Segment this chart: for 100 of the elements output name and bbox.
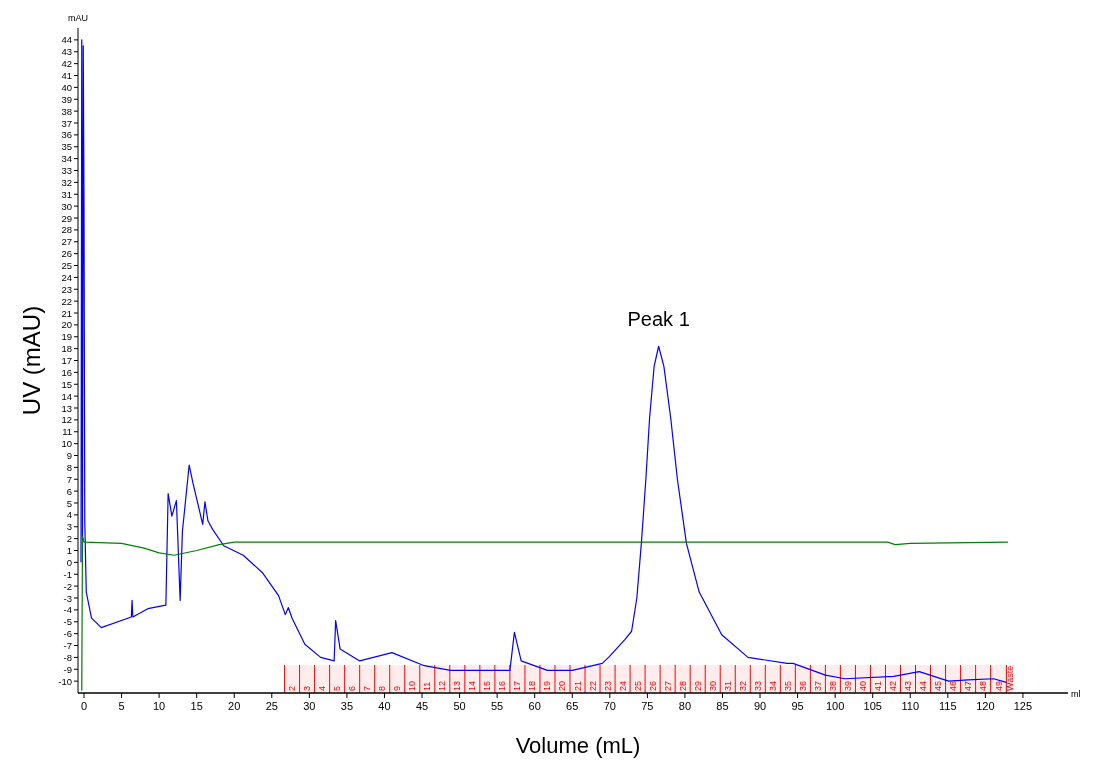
band-label: 24 (617, 680, 628, 691)
x-tick-label: 35 (340, 700, 354, 712)
x-tick-label: 85 (716, 700, 729, 712)
y-tick-label: 14 (61, 390, 72, 402)
y-tick-label: 21 (61, 307, 72, 319)
band-label: 13 (452, 680, 463, 691)
x-tick-label: 5 (118, 700, 125, 712)
x-tick-label: 25 (265, 700, 278, 712)
y-tick-label: 8 (66, 461, 72, 473)
y-tick-label: 22 (61, 295, 72, 307)
band-label: 36 (797, 680, 808, 691)
x-tick-label: 60 (528, 700, 541, 712)
y-tick-label: 33 (61, 165, 72, 176)
x-axis-title: Volume (mL) (515, 733, 641, 758)
band-label: 33 (752, 680, 763, 691)
band-label: Waste (1005, 665, 1016, 691)
y-tick-label: -3 (63, 592, 72, 604)
band-label: 38 (827, 680, 838, 691)
band-label: 8 (377, 685, 388, 691)
y-tick-label: 41 (61, 70, 72, 81)
band-label: 41 (872, 680, 883, 691)
y-tick-label: 19 (61, 331, 72, 343)
y-tick-label: -8 (63, 651, 72, 663)
band-label: 27 (662, 680, 673, 691)
x-tick-label: 0 (80, 700, 88, 712)
band-label: 10 (407, 680, 418, 691)
x-tick-label: 65 (566, 700, 579, 712)
y-tick-label: 30 (61, 200, 72, 212)
y-tick-label: -9 (63, 663, 72, 675)
text: ml (1071, 689, 1081, 699)
y-tick-label: 0 (66, 556, 72, 568)
y-tick-label: 5 (66, 497, 72, 509)
band-label: 4 (317, 685, 328, 691)
band-label: 32 (737, 680, 748, 691)
band-label: 29 (692, 680, 703, 691)
y-tick-label: 7 (66, 473, 72, 485)
y-tick-label: 3 (66, 521, 72, 533)
y-tick-label: -10 (58, 675, 72, 687)
band-label: 35 (782, 680, 793, 691)
y-tick-label: -2 (63, 580, 72, 592)
y-tick-label: 38 (61, 105, 72, 117)
band-label: 16 (497, 680, 508, 691)
x-tick-label: 90 (753, 700, 767, 712)
band-label: 19 (542, 680, 553, 691)
x-tick-label: 125 (1013, 700, 1033, 712)
y-tick-label: 16 (61, 366, 72, 378)
band-label: 44 (918, 680, 929, 691)
annotation: Peak 1 (627, 308, 690, 331)
x-tick-label: 115 (939, 700, 957, 712)
y-tick-label: 18 (61, 343, 72, 355)
y-tick-label: 4 (66, 509, 72, 521)
band-label: 21 (572, 680, 583, 691)
y-tick-label: 13 (61, 402, 72, 414)
band-label: 23 (602, 680, 613, 691)
x-tick-label: 30 (303, 700, 316, 712)
x-tick-label: 15 (190, 700, 203, 712)
y-tick-label: 35 (61, 141, 72, 153)
band-label: 30 (707, 680, 718, 691)
y-tick-label: 23 (61, 283, 72, 295)
y-tick-label: 44 (61, 34, 72, 46)
band-label: 49 (993, 680, 1004, 691)
y-tick-label: 31 (61, 188, 72, 200)
y-tick-label: 34 (61, 153, 72, 165)
band-label: 9 (392, 685, 403, 691)
x-tick-label: 75 (641, 700, 654, 712)
x-tick-label: 105 (863, 700, 882, 712)
y-tick-label: 43 (61, 46, 72, 58)
band-label: 45 (933, 680, 944, 691)
y-tick-label: 17 (61, 355, 72, 366)
band-label: 11 (422, 681, 433, 691)
y-tick-label: 29 (61, 212, 72, 224)
y-tick-label: -5 (63, 616, 72, 628)
x-tick-label: 100 (825, 700, 845, 712)
y-tick-label: 27 (61, 236, 72, 248)
y-tick-label: 1 (66, 545, 72, 556)
band-label: 12 (437, 680, 448, 691)
band-label: 25 (632, 680, 643, 691)
x-tick-label: 45 (415, 700, 429, 712)
y-tick-label: 36 (61, 129, 72, 141)
band-label: 34 (767, 680, 778, 691)
band-label: 7 (362, 685, 373, 691)
band-label: 48 (978, 680, 989, 691)
band-label: 18 (527, 680, 538, 691)
y-tick-label: 12 (61, 414, 72, 426)
y-tick-label: 15 (61, 378, 72, 390)
x-tick-label: 120 (976, 700, 995, 712)
band-label: 40 (857, 680, 868, 691)
band-label: 6 (347, 685, 358, 691)
band-label: 17 (512, 680, 523, 691)
band-label: 31 (722, 680, 733, 691)
x-tick-label: 55 (491, 700, 504, 712)
y-tick-label: 32 (61, 176, 72, 188)
y-tick-label: -4 (63, 604, 72, 616)
band-label: 42 (887, 680, 898, 691)
band-label: 14 (467, 680, 478, 691)
band-label: 47 (963, 680, 974, 691)
x-tick-label: 70 (603, 700, 616, 712)
y-tick-label: 11 (62, 426, 72, 438)
band-label: 28 (677, 680, 688, 691)
y-tick-label: 26 (61, 248, 72, 260)
